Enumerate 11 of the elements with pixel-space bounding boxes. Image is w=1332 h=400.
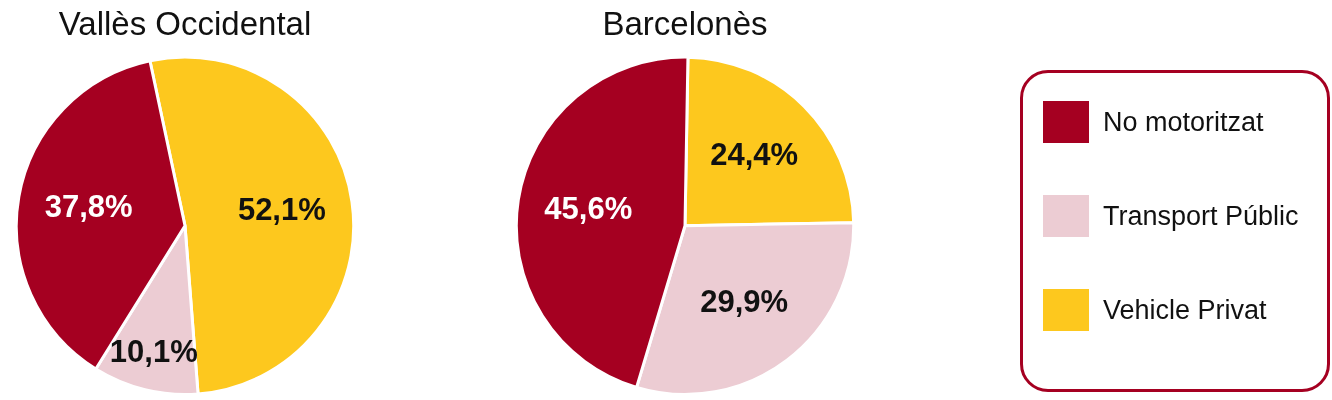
legend-label: Vehicle Privat bbox=[1103, 294, 1267, 326]
legend-label: No motoritzat bbox=[1103, 106, 1264, 138]
legend-label: Transport Públic bbox=[1103, 200, 1299, 232]
data-label: 52,1% bbox=[237, 192, 326, 228]
chart-title: Vallès Occidental bbox=[58, 4, 312, 42]
data-label: 29,9% bbox=[700, 284, 789, 320]
chart-title: Barcelonès bbox=[602, 4, 768, 42]
data-label: 24,4% bbox=[710, 137, 799, 173]
data-label: 10,1% bbox=[109, 334, 198, 370]
data-label: 45,6% bbox=[544, 191, 633, 227]
data-label: 37,8% bbox=[44, 189, 133, 225]
